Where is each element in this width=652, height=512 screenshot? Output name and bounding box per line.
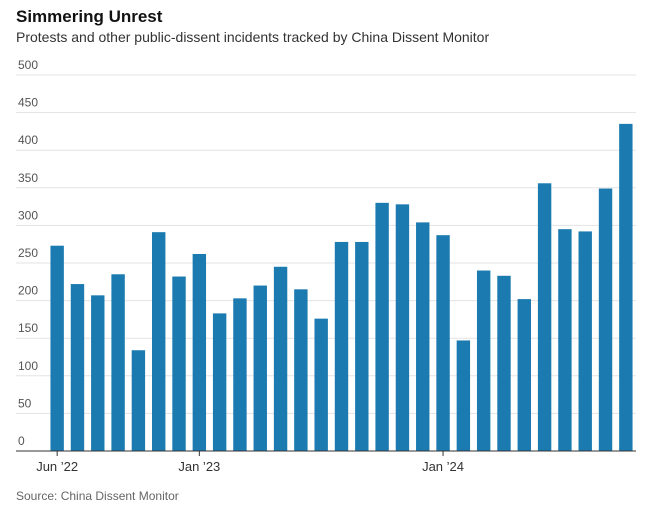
x-tick-label: Jan ’23 — [178, 459, 220, 474]
bar — [253, 285, 267, 451]
bar — [273, 266, 288, 451]
bar — [436, 235, 450, 451]
x-tick-label: Jan ’24 — [422, 459, 464, 474]
chart-subtitle: Protests and other public-dissent incide… — [16, 29, 489, 45]
bar — [395, 204, 410, 451]
bar — [50, 245, 64, 451]
bar — [212, 313, 227, 451]
y-tick-label: 300 — [18, 208, 38, 222]
bar — [91, 295, 105, 451]
bar — [131, 350, 146, 451]
bar — [416, 222, 430, 451]
bar — [456, 340, 471, 451]
chart-title: Simmering Unrest — [16, 7, 163, 26]
bar — [476, 270, 491, 451]
source: Source: China Dissent Monitor — [16, 489, 179, 503]
bar — [497, 275, 511, 451]
bar — [537, 183, 552, 451]
bar — [558, 229, 572, 451]
bar — [598, 188, 613, 451]
y-tick-label: 400 — [18, 133, 38, 147]
y-tick-label: 450 — [18, 96, 38, 110]
y-tick-label: 0 — [18, 434, 25, 448]
bar — [294, 289, 308, 451]
bar — [172, 276, 186, 451]
bar — [619, 123, 633, 451]
bar — [355, 241, 369, 451]
bar — [314, 318, 328, 451]
bar — [152, 232, 166, 451]
bar — [70, 284, 85, 451]
bar — [578, 231, 592, 451]
y-tick-label: 250 — [18, 246, 38, 260]
y-tick-label: 500 — [18, 58, 38, 72]
bar — [192, 253, 207, 451]
y-tick-label: 350 — [18, 171, 38, 185]
bar — [517, 299, 531, 451]
bar — [375, 202, 389, 451]
bar — [233, 298, 247, 451]
y-tick-label: 100 — [18, 359, 38, 373]
bar — [111, 274, 125, 451]
bar — [334, 241, 349, 451]
y-tick-label: 50 — [18, 396, 32, 410]
x-tick-label: Jun ’22 — [36, 459, 78, 474]
y-tick-label: 200 — [18, 284, 38, 298]
y-tick-label: 150 — [18, 321, 38, 335]
